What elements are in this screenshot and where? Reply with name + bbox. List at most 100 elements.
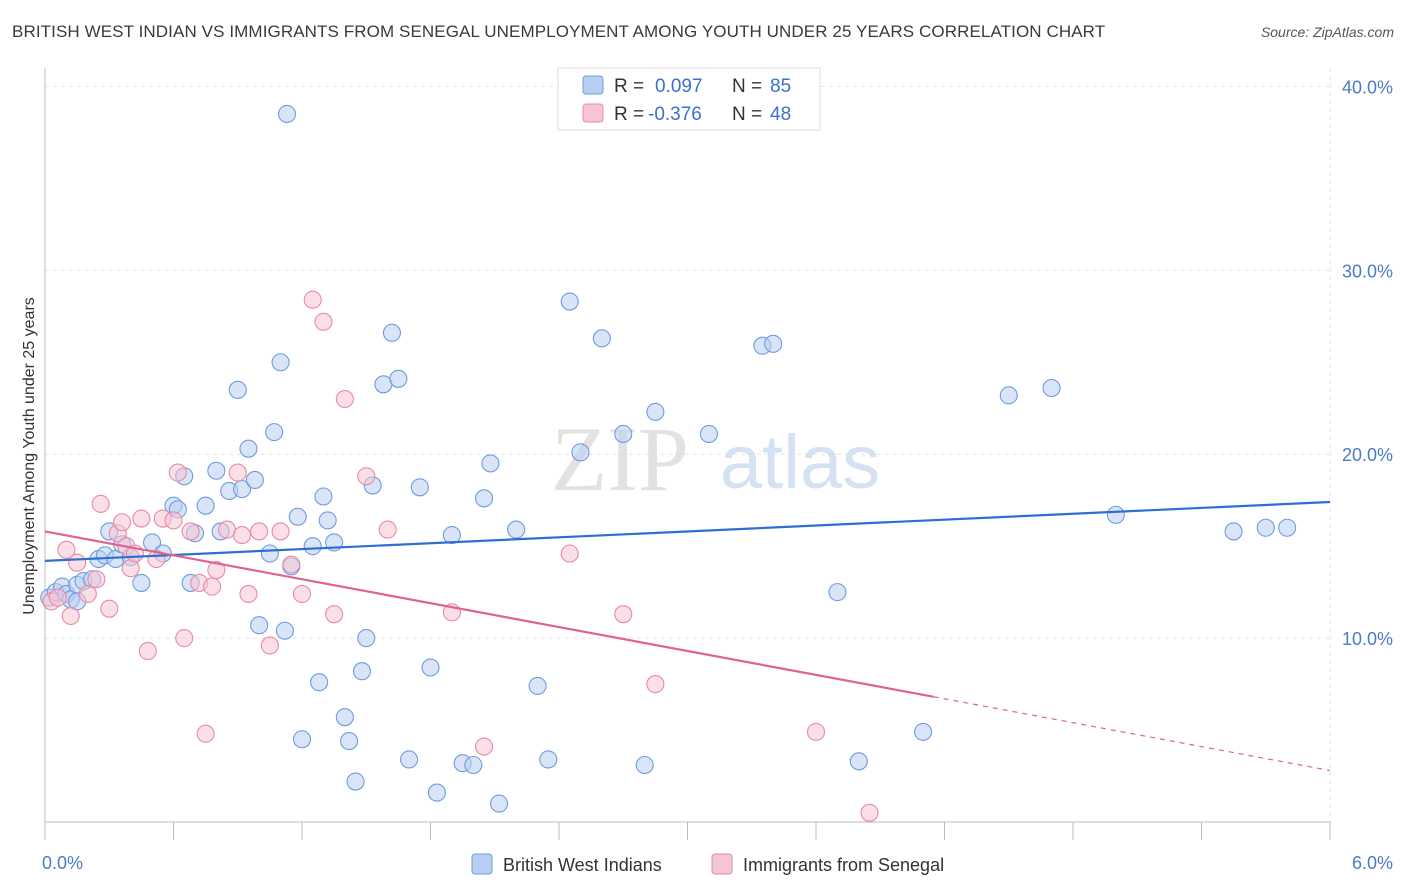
point-british-west-indians-60 [481,454,500,473]
watermark: ZIP atlas [551,408,880,510]
series-swatch-blue [471,853,493,875]
point-senegal-30 [250,522,269,541]
chart-title: BRITISH WEST INDIAN VS IMMIGRANTS FROM S… [12,22,1106,41]
legend-swatch-pink [582,103,604,123]
point-british-west-indians-37 [292,730,312,749]
point-senegal-44 [614,605,633,624]
point-british-west-indians-53 [410,478,429,497]
point-british-west-indians-47 [357,629,376,648]
point-british-west-indians-43 [335,708,354,727]
point-british-west-indians-66 [571,443,590,462]
point-senegal-45 [646,675,665,694]
point-british-west-indians-75 [849,752,868,771]
point-british-west-indians-61 [489,794,509,813]
tick-labels: 10.0% 20.0% 30.0% 40.0% 0.0% 6.0% [42,77,1393,873]
point-senegal-3 [61,606,80,626]
point-british-west-indians-39 [310,673,329,692]
point-british-west-indians-69 [635,755,654,775]
point-senegal-5 [78,584,97,604]
point-british-west-indians-63 [528,676,547,695]
series-swatch-pink [711,853,733,875]
legend-r-value-2: -0.376 [648,104,702,125]
point-british-west-indians-64 [539,750,558,769]
point-british-west-indians-62 [507,520,526,539]
point-senegal-46 [806,722,826,741]
chart-source: Source: ZipAtlas.com [1260,24,1394,40]
point-british-west-indians-65 [560,292,579,311]
point-british-west-indians-31 [260,544,279,563]
point-senegal-2 [57,540,76,559]
point-senegal-32 [271,522,290,541]
correlation-legend: R = 0.097 N = 85 R = -0.376 N = 48 [557,67,821,131]
point-british-west-indians-29 [245,470,264,489]
y-tick-label-0: 10.0% [1342,629,1393,649]
point-senegal-31 [260,636,279,655]
point-british-west-indians-59 [474,489,494,508]
series-legend: British West Indians Immigrants from Sen… [471,853,944,875]
legend-r-label-1: R = [614,76,644,97]
point-british-west-indians-22 [196,496,215,515]
series-name-pink: Immigrants from Senegal [743,855,944,875]
point-senegal-42 [474,737,494,756]
point-british-west-indians-55 [427,783,446,802]
point-senegal-33 [282,555,301,574]
watermark-atlas: atlas [720,420,881,505]
point-british-west-indians-38 [303,537,322,556]
point-senegal-28 [232,526,252,545]
point-british-west-indians-45 [346,772,365,791]
point-british-west-indians-73 [764,334,783,353]
axes [44,68,1331,840]
point-senegal-35 [303,290,322,309]
point-senegal-18 [164,511,183,530]
point-senegal-1 [48,588,67,607]
point-senegal-37 [325,605,344,624]
point-senegal-29 [239,584,258,604]
point-british-west-indians-70 [646,402,665,421]
legend-n-value-2: 48 [770,104,791,125]
point-british-west-indians-77 [999,386,1018,405]
point-senegal-47 [860,803,879,822]
point-british-west-indians-52 [400,750,419,769]
point-british-west-indians-30 [250,616,269,635]
series-name-blue: British West Indians [503,855,662,875]
y-tick-label-3: 40.0% [1342,77,1393,97]
point-british-west-indians-50 [382,323,402,342]
point-senegal-39 [357,467,376,486]
point-senegal-34 [292,584,312,604]
point-senegal-20 [175,629,194,648]
point-british-west-indians-27 [232,480,252,499]
point-senegal-43 [560,544,579,563]
point-british-west-indians-71 [699,424,718,444]
point-senegal-14 [132,509,151,528]
point-british-west-indians-54 [421,658,440,677]
point-senegal-7 [91,494,110,513]
point-british-west-indians-84 [277,104,297,124]
x-tick-label-1: 6.0% [1352,853,1393,873]
point-british-west-indians-56 [442,526,461,545]
y-axis-label: Unemployment Among Youth under 25 years [21,297,38,615]
point-british-west-indians-44 [340,732,359,751]
point-senegal-10 [113,513,132,532]
data-points [40,104,1297,822]
legend-r-value-1: 0.097 [655,76,703,97]
point-british-west-indians-33 [271,353,290,372]
trend-line-0 [44,500,1331,562]
point-senegal-8 [100,599,119,618]
point-british-west-indians-32 [265,423,284,442]
point-british-west-indians-68 [614,424,633,444]
point-british-west-indians-74 [828,583,847,602]
point-senegal-38 [335,389,354,409]
point-british-west-indians-23 [207,461,226,480]
point-british-west-indians-76 [914,722,933,741]
point-british-west-indians-51 [389,369,408,388]
point-senegal-19 [168,463,187,482]
point-british-west-indians-40 [314,487,333,506]
point-british-west-indians-14 [132,573,151,592]
point-british-west-indians-46 [352,662,372,681]
point-senegal-25 [207,561,226,580]
watermark-zip: ZIP [551,408,689,510]
point-senegal-36 [314,312,333,331]
point-british-west-indians-28 [239,439,258,458]
point-senegal-4 [68,553,87,572]
